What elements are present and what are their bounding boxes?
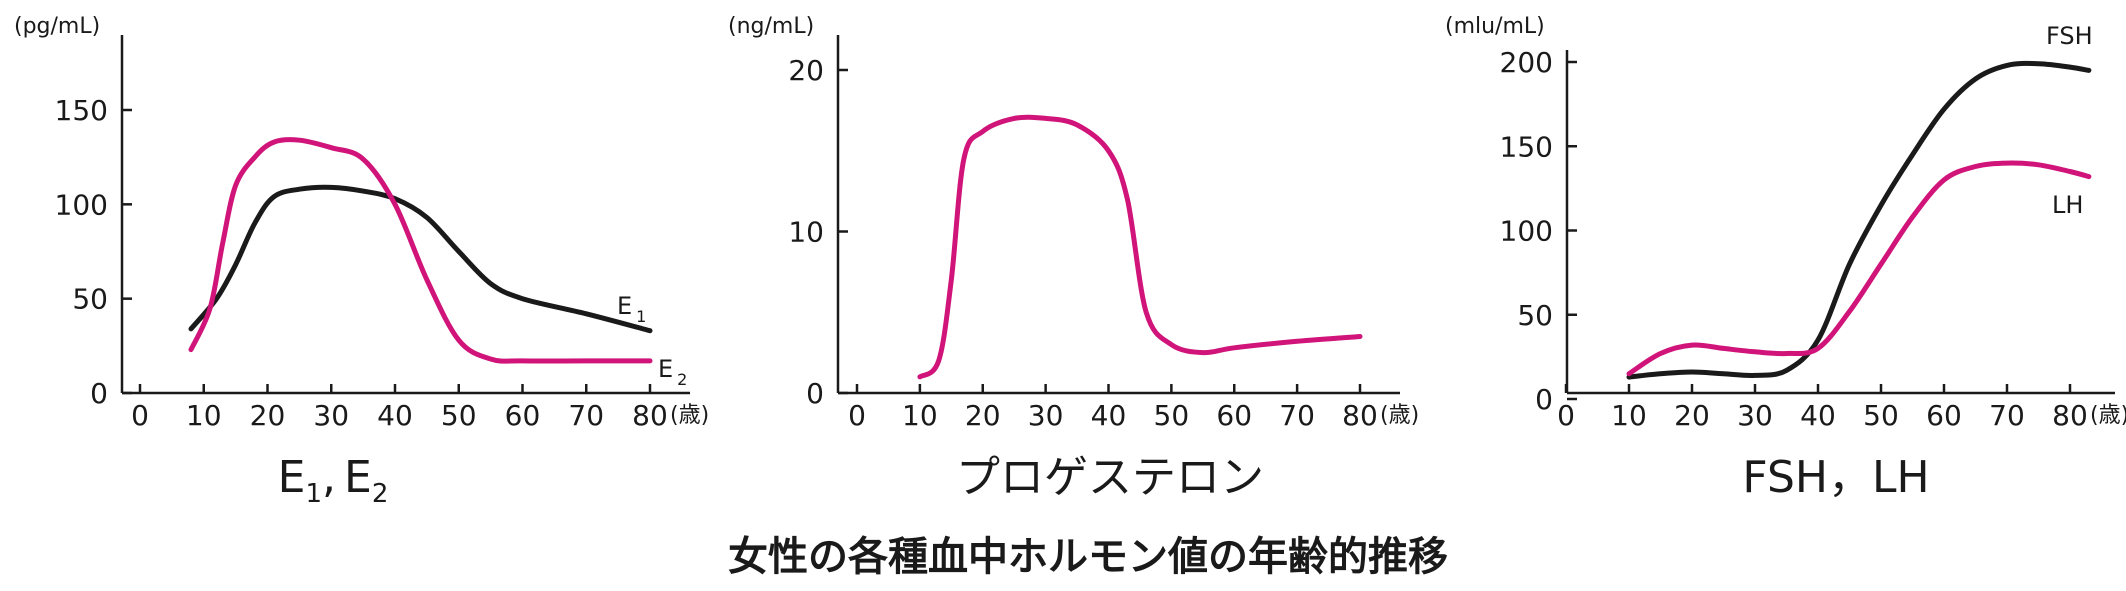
- y-tick-label: 0: [1535, 383, 1553, 416]
- x-tick-label: 20: [965, 399, 1001, 432]
- panel-progesterone: (ng/mL) プロゲステロン 0 10 20 0 10 20 30 40 50 60 70 80 (歳…: [728, 14, 1419, 503]
- series-line-e1: [188, 184, 653, 334]
- x-tick-label: 0: [131, 399, 149, 432]
- panel-fsh-lh: (mlu/mL) FSH，LH 0 50 100 150 200 0 10 20 30 40 50 6…: [1445, 14, 2126, 503]
- x-tick-label: 10: [902, 399, 938, 432]
- panel-caption-progesterone: プロゲステロン: [956, 452, 1264, 503]
- y-tick-label: 150: [55, 94, 108, 127]
- x-tick-label: 60: [1216, 399, 1252, 432]
- series-label-fsh: FSH: [2046, 22, 2093, 50]
- y-tick-label: 200: [1500, 46, 1553, 79]
- x-tick-label: 50: [1154, 399, 1190, 432]
- y-tick-label: 50: [1517, 299, 1553, 332]
- x-tick-label: 80: [632, 399, 668, 432]
- x-tick-label: 0: [848, 399, 866, 432]
- x-tick-label: 20: [250, 399, 286, 432]
- x-tick-label: 40: [377, 399, 413, 432]
- x-tick-label: 50: [1863, 399, 1899, 432]
- x-tick-label: 30: [313, 399, 349, 432]
- x-tick-label: 30: [1028, 399, 1064, 432]
- y-unit-label: (ng/mL): [728, 14, 814, 39]
- y-unit-label: (pg/mL): [14, 14, 100, 39]
- y-unit-label: (mlu/mL): [1445, 14, 1545, 39]
- y-tick-label: 50: [72, 283, 108, 316]
- panel-caption-estrogen: E1, E2: [278, 452, 389, 509]
- x-tick-label: 10: [1611, 399, 1647, 432]
- x-tick-label: 70: [1279, 399, 1315, 432]
- y-tick-label: 10: [788, 216, 824, 249]
- x-tick-label: 70: [568, 399, 604, 432]
- x-tick-label: 10: [186, 399, 222, 432]
- figure-title: 女性の各種血中ホルモン値の年齢的推移: [728, 534, 1448, 580]
- y-tick-label: 100: [55, 188, 108, 221]
- series-line-progesterone: [917, 114, 1363, 380]
- panel-caption-fsh-lh: FSH，LH: [1742, 452, 1929, 503]
- y-tick-label: 20: [788, 54, 824, 87]
- y-tick-label: 0: [90, 377, 108, 410]
- x-tick-label: 60: [505, 399, 541, 432]
- x-tick-label: 80: [1342, 399, 1378, 432]
- y-tick-label: 0: [806, 377, 824, 410]
- x-unit-label: (歳): [670, 403, 709, 428]
- x-tick-label: 70: [1989, 399, 2025, 432]
- x-tick-label: 30: [1737, 399, 1773, 432]
- x-tick-label: 20: [1674, 399, 1710, 432]
- x-tick-label: 50: [441, 399, 477, 432]
- panel-estrogen: (pg/mL) E1, E2 0 50 100 150 0 10 20 30 40 50 60 70 80…: [14, 14, 709, 509]
- x-unit-label: (歳): [2090, 403, 2126, 428]
- x-tick-label: 60: [1926, 399, 1962, 432]
- y-tick-label: 150: [1500, 130, 1553, 163]
- y-tick-label: 100: [1500, 215, 1553, 248]
- series-line-lh: [1626, 160, 2092, 377]
- x-tick-label: 40: [1091, 399, 1127, 432]
- series-label-lh: LH: [2052, 191, 2083, 219]
- series-line-e2: [188, 137, 653, 364]
- x-tick-label: 40: [1800, 399, 1836, 432]
- series-line-fsh: [1626, 60, 2092, 380]
- x-tick-label: 0: [1557, 399, 1575, 432]
- x-unit-label: (歳): [1380, 403, 1419, 428]
- x-tick-label: 80: [2052, 399, 2088, 432]
